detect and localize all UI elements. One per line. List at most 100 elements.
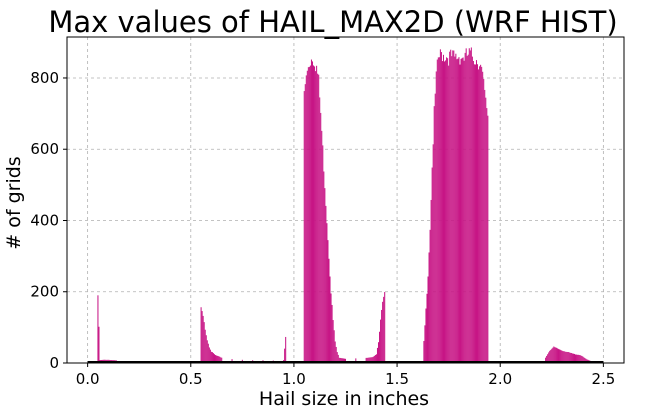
histogram-bar [580,355,582,363]
histogram-bar [367,357,369,363]
histogram-bar [303,91,305,363]
histogram-bar [433,106,435,363]
y-axis-label: # of grids [3,156,25,249]
histogram-bar [478,69,480,363]
histogram-bar [562,351,564,363]
histogram-bar [437,57,439,364]
histogram-bar [461,58,463,364]
histogram-bar [567,352,569,363]
histogram-bar [582,356,584,363]
histogram-bar [583,357,585,363]
histogram-bar [322,145,324,363]
histogram-bar [340,358,342,363]
histogram-bar [327,240,329,363]
histogram-bar [373,355,375,363]
histogram-bar [334,341,336,363]
histogram-bar [372,356,374,363]
histogram-bar [428,252,430,363]
histogram-bar [216,355,218,363]
histogram-bar [485,97,487,363]
histogram-bar [369,357,371,363]
histogram-bar [215,355,217,363]
histogram-bar [441,61,443,363]
histogram-bar [446,57,448,364]
histogram-bar [479,66,481,363]
histogram-bar [431,167,433,363]
histogram-bar [472,60,474,363]
histogram-bar [566,351,568,363]
histogram-bar [447,58,449,363]
x-axis-label: Hail size in inches [259,388,429,410]
histogram-bar [559,349,561,363]
plot-frame [66,36,625,364]
histogram-bar [555,347,557,363]
histogram-bar [462,57,464,363]
bars-layer [97,47,594,364]
histogram-bar [323,171,325,363]
histogram-bar [473,64,475,363]
histogram-bar [355,358,357,363]
histogram-bar [560,350,562,363]
grid-layer [67,37,624,364]
histogram-bar [379,331,381,363]
y-tick-label: 800 [30,69,59,87]
histogram-bar [579,355,581,363]
histogram-bar [445,60,447,363]
histogram-bar [486,108,488,363]
histogram-bar [209,349,211,363]
y-axis-ticks: 0 200 400 600 800 [30,69,67,372]
histogram-bar [331,304,333,363]
histogram-bar [427,276,429,363]
histogram-bar [448,65,450,364]
histogram-bar [481,66,483,363]
histogram-bar [218,356,220,363]
histogram-bar [547,354,549,363]
histogram-bar [206,340,208,363]
histogram-bar [466,55,468,363]
histogram-bar [319,97,321,363]
histogram-bar [483,78,485,363]
y-tick-label: 600 [30,140,59,158]
histogram-bar [558,349,560,363]
x-axis-ticks: 0.0 0.5 1.0 1.5 2.0 2.5 [76,363,615,388]
histogram-bar [450,49,452,364]
chart-title: Max values of HAIL_MAX2D (WRF HIST) [48,5,617,39]
histogram-bar [430,199,432,363]
x-tick-label: 2.0 [488,370,512,388]
histogram-bar [456,59,458,363]
histogram-bar [200,307,202,363]
histogram-bar [449,51,451,364]
histogram-bar [382,301,384,363]
histogram-bar [546,355,548,363]
histogram-bar [365,357,367,363]
histogram-bar [573,353,575,363]
histogram-bar [330,293,332,363]
histogram-bar [438,57,440,364]
histogram-bar [341,358,343,363]
histogram-bar [314,66,316,364]
histogram-bar [444,61,446,363]
histogram-bar [210,351,212,363]
histogram-bar [577,354,579,363]
x-tick-label: 1.5 [385,370,409,388]
histogram-bar [307,67,309,364]
histogram-bar [570,352,572,363]
histogram-bar [326,223,328,363]
histogram-bar [452,50,454,363]
histogram-bar [569,352,571,363]
histogram-bar [424,325,426,363]
histogram-bar [311,61,314,364]
x-tick-label: 2.5 [591,370,615,388]
histogram-bar [578,354,580,363]
histogram-bar [381,309,383,363]
histogram-bar [557,348,559,363]
histogram-bar [201,311,203,363]
histogram-bar [371,357,373,363]
histogram-bar [208,347,210,363]
histogram-bar [475,60,478,363]
histogram-bar [306,70,308,363]
histogram-bar [304,84,306,363]
histogram-bar [565,351,567,363]
histogram-bar [212,353,214,363]
